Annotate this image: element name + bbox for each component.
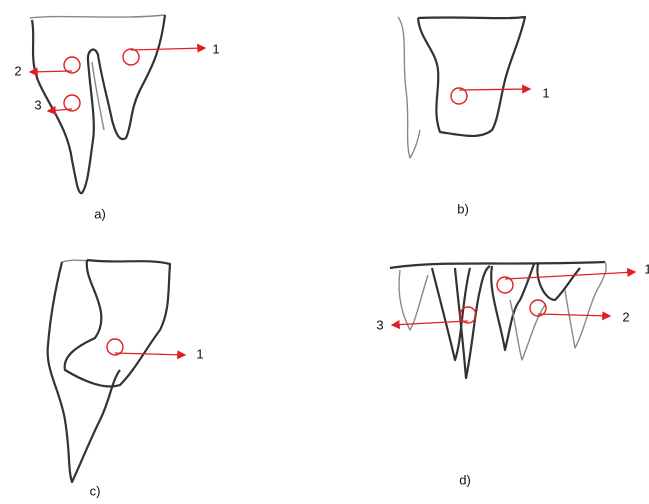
marker-label: 1 bbox=[196, 346, 203, 361]
panel-c: 1 c) bbox=[46, 258, 204, 498]
panel-label: c) bbox=[90, 483, 101, 498]
panel-a: 1 2 3 a) bbox=[14, 14, 220, 221]
marker-label: 3 bbox=[376, 317, 383, 332]
marker-label: 2 bbox=[14, 63, 21, 78]
panel-label: a) bbox=[94, 206, 106, 221]
marker-label: 1 bbox=[212, 41, 219, 56]
marker-label: 3 bbox=[34, 97, 41, 112]
panel-b: 1 b) bbox=[397, 15, 550, 216]
marker-label: 2 bbox=[622, 309, 629, 324]
panel-label: b) bbox=[457, 201, 469, 216]
marker-label: 1 bbox=[542, 85, 549, 100]
marker-label: 1 bbox=[644, 261, 649, 276]
panel-label: d) bbox=[459, 472, 471, 487]
panel-d: 1 2 3 d) bbox=[376, 260, 649, 487]
